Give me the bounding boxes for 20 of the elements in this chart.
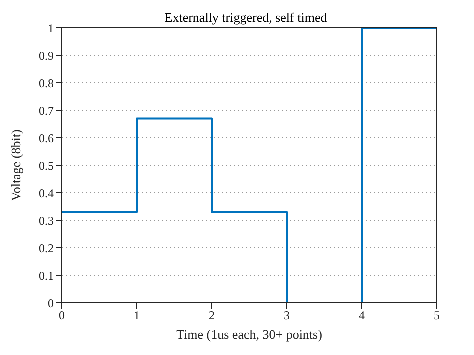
x-tick-label: 1	[134, 308, 140, 323]
y-tick-label: 0.7	[39, 104, 54, 118]
x-tick-label: 3	[284, 308, 290, 323]
y-tick-label: 0.8	[39, 76, 54, 90]
x-axis-title: Time (1us each, 30+ points)	[176, 327, 322, 342]
y-tick-label: 0.2	[39, 241, 54, 256]
x-tick-label: 2	[209, 308, 215, 323]
y-tick-label: 0.5	[39, 158, 54, 173]
x-tick-label: 5	[434, 308, 440, 323]
y-tick-label: 1	[48, 21, 54, 36]
y-tick-label: 0.3	[39, 214, 54, 228]
y-axis-title: Voltage (8bit)	[8, 130, 24, 202]
y-tick-label: 0.4	[39, 186, 54, 200]
x-tick-label: 4	[359, 308, 365, 323]
y-tick-label: 0.9	[39, 48, 54, 63]
chart-title: Externally triggered, self timed	[164, 10, 328, 26]
x-tick-label: 0	[59, 308, 65, 323]
y-tick-label: 0	[48, 296, 54, 310]
y-tick-label: 0.6	[39, 131, 54, 146]
y-tick-label: 0.1	[39, 268, 54, 283]
